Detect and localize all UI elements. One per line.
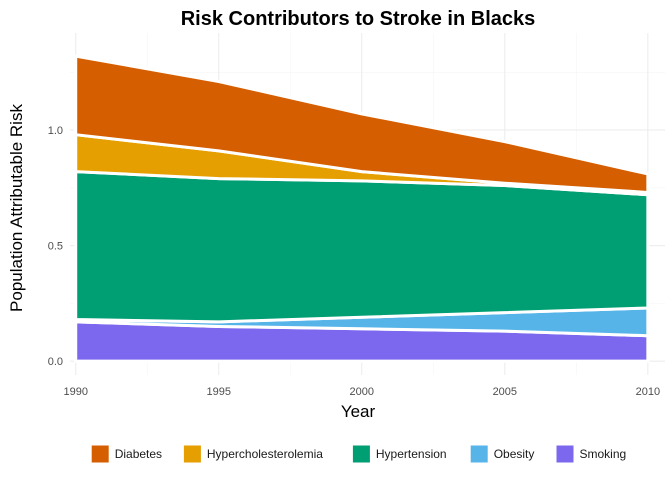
legend-label-diabetes: Diabetes <box>115 447 162 461</box>
x-tick-label: 1990 <box>63 386 87 398</box>
legend-swatch-hypercholesterolemia <box>183 445 201 463</box>
y-tick-label: 0.0 <box>48 356 63 368</box>
legend-swatch-hypertension <box>352 445 370 463</box>
x-axis-label: Year <box>341 402 376 421</box>
plot-areas <box>74 54 650 363</box>
chart-title: Risk Contributors to Stroke in Blacks <box>181 8 536 30</box>
legend-label-smoking: Smoking <box>580 447 627 461</box>
x-tick-label: 2000 <box>350 386 374 398</box>
legend-swatch-smoking <box>556 445 574 463</box>
legend-label-obesity: Obesity <box>494 447 535 461</box>
y-axis-ticks: 0.0 0.5 1.0 <box>48 125 63 368</box>
area-diabetes <box>74 54 650 194</box>
legend-swatch-obesity <box>470 445 488 463</box>
x-tick-label: 1995 <box>207 386 231 398</box>
y-tick-label: 0.5 <box>48 241 63 253</box>
legend-swatch-diabetes <box>91 445 109 463</box>
legend-label-hypertension: Hypertension <box>376 447 447 461</box>
legend-label-hypercholesterolemia: Hypercholesterolemia <box>207 447 323 461</box>
area-hypertension <box>74 170 650 324</box>
x-tick-label: 2010 <box>636 386 660 398</box>
legend: Diabetes Hypercholesterolemia Hypertension… <box>91 445 627 463</box>
x-axis-ticks: 1990 1995 2000 2005 2010 <box>63 386 660 398</box>
y-axis-label: Population Attributable Risk <box>7 104 26 312</box>
x-tick-label: 2005 <box>493 386 517 398</box>
y-tick-label: 1.0 <box>48 125 63 137</box>
